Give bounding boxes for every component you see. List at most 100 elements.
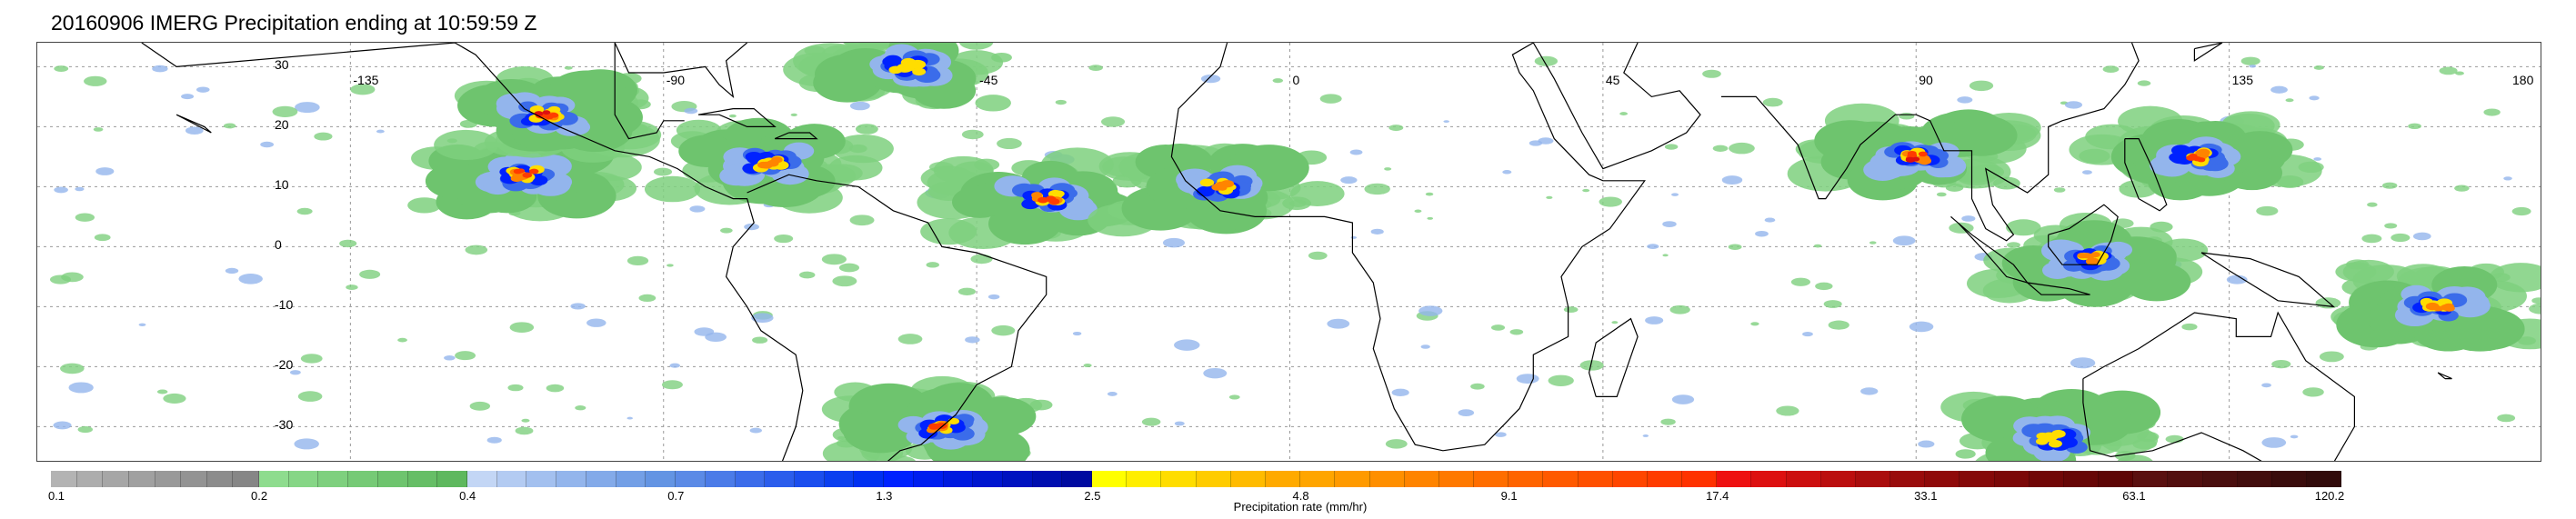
precip-cell [744,223,759,231]
precip-cell [1750,322,1759,326]
coastline [2437,372,2452,380]
coastline [2124,138,2168,212]
precip-cell [1755,230,1769,237]
precip-cell [397,337,407,343]
precip-cluster [821,375,1053,461]
precip-cell [2391,233,2411,243]
precip-cell [1529,140,1543,146]
colorbar-swatch [1717,471,1752,487]
precip-cell [1055,99,1067,105]
colorbar-swatch [1438,471,1475,487]
lon-label: -90 [666,73,685,87]
lon-label: 90 [1919,73,1933,87]
colorbar-tick-label: 17.4 [1706,489,1729,503]
precip-cell [314,132,333,141]
colorbar-swatch [646,471,677,487]
precip-cell [1671,193,1679,196]
coastline [141,43,804,461]
lat-label: -20 [275,357,294,373]
precip-cell [1662,254,1669,257]
precip-cell [897,63,913,73]
colorbar-tick-label: 0.4 [459,489,476,503]
precip-cell [752,336,768,344]
colorbar-swatch [765,471,795,487]
precip-cluster [783,43,1012,112]
precip-cell [626,416,633,420]
precip-cell [1949,222,1974,234]
coastline [747,174,1047,461]
colorbar-swatch [1647,471,1683,487]
precip-cell [2084,253,2095,259]
precip-cell [53,421,72,430]
coastline [614,43,685,140]
precip-cell [1418,305,1443,316]
precip-cell [751,313,774,324]
precip-cell [1546,195,1553,199]
precip-cell [1385,439,1408,449]
precip-cell [185,126,204,135]
precip-cell [2408,123,2421,130]
precip-cell [1729,142,1755,155]
lat-label: 30 [275,57,289,73]
precip-cell [1308,251,1328,260]
coastlines [141,43,2452,461]
precip-cell [838,263,860,273]
colorbar-swatch [155,471,182,487]
map-title: 20160906 IMERG Precipitation ending at 1… [51,11,537,35]
precip-cell [434,129,498,160]
precip-cell [1863,158,1902,181]
precip-cell [455,351,476,361]
precip-cell [970,254,993,264]
coastline [1721,43,2140,242]
precip-cell [1582,188,1590,193]
precip-cell [757,161,769,169]
precip-cell [1860,387,1879,395]
precip-cell [843,410,918,454]
colorbar-swatch [2029,471,2064,487]
precip-cell [522,172,533,178]
colorbar-tick-label: 2.5 [1084,489,1101,503]
precip-cell [1823,300,1842,308]
colorbar-swatch [76,471,104,487]
precip-cell [1290,181,1345,206]
precip-cell [626,255,649,265]
precip-cell [469,401,491,411]
precip-cell [1350,235,1358,239]
precip-cell [2070,357,2096,369]
precip-cell [407,197,442,214]
precip-cell [1909,321,1934,333]
map-canvas [37,43,2541,461]
precip-cell [2531,297,2541,304]
precip-cell [1721,175,1743,185]
colorbar-swatch [1127,471,1162,487]
colorbar-swatch [1543,471,1579,487]
precip-cluster [644,117,894,214]
precip-cell [1907,150,1917,156]
precip-cell [1199,178,1215,187]
precip-cell [1425,192,1434,196]
precip-cell [2290,434,2299,439]
precip-cell [2455,71,2464,75]
precip-cell [2309,95,2320,101]
precip-cell [832,275,857,287]
lat-label: 10 [275,177,289,193]
colorbar-tick-label: 33.1 [1914,489,1938,503]
lon-label: 180 [2512,73,2534,87]
precip-cell [296,207,313,215]
precip-cluster [1787,103,2041,201]
precip-cell [1647,244,1659,250]
precip-cell [2249,65,2257,68]
precip-cell [444,355,456,361]
precip-cell [260,141,275,148]
precip-cell [1957,96,1973,104]
precip-cell [2367,202,2378,207]
precip-cell [1502,170,1512,175]
colorbar-swatch [1578,471,1613,487]
precip-cell [95,167,115,175]
precip-cell [546,384,565,393]
precip-cell [1918,151,1928,157]
precip-cell [1052,190,1065,197]
precip-cell [294,438,319,450]
coastline [1532,43,1701,170]
precip-cell [884,55,902,65]
